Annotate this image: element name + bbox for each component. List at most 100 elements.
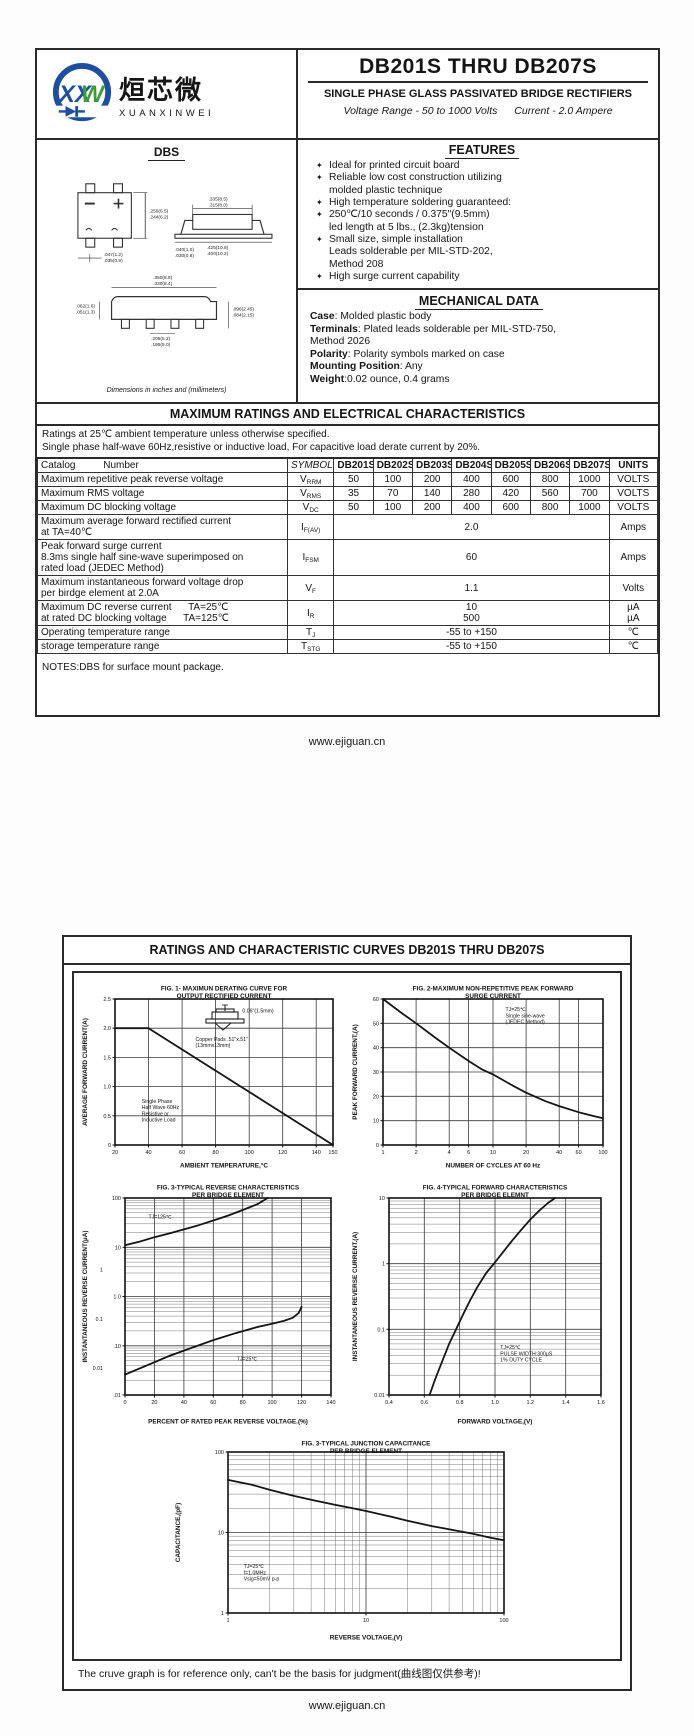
svg-text:NUMBER OF CYCLES AT 60 Hz: NUMBER OF CYCLES AT 60 Hz — [445, 1163, 539, 1170]
logo-letter-w: W — [81, 81, 106, 108]
svg-text:2.5: 2.5 — [104, 997, 112, 1003]
subtitle: SINGLE PHASE GLASS PASSIVATED BRIDGE REC… — [323, 88, 633, 100]
page2-footer-url: www.ejiguan.cn — [308, 1700, 386, 1712]
page-2: RATINGS AND CHARACTERISTIC CURVES DB201S… — [62, 935, 632, 1691]
dim-label: .256(6.5) — [149, 208, 168, 214]
feature-item: ✦ Reliable low cost construction utilizin… — [316, 172, 502, 196]
svg-text:60: 60 — [179, 1150, 185, 1156]
svg-text:1.6: 1.6 — [597, 1400, 605, 1406]
svg-text:TJ=25℃: TJ=25℃ — [500, 1345, 521, 1351]
svg-text:FIG. 4-TYPICAL FORWARD CHARACT: FIG. 4-TYPICAL FORWARD CHARACTERISTICS — [422, 1185, 567, 1192]
svg-text:60: 60 — [373, 997, 379, 1003]
chart-row-1: 20 40 60 80 100 120 140 150 0 0.5 1.0 1.5 2.0 2.5 Sing… — [76, 983, 618, 1176]
dim-label: .030(0.8) — [174, 253, 193, 259]
svg-text:1% DUTY CYCLE: 1% DUTY CYCLE — [500, 1358, 542, 1364]
svg-text:1.5: 1.5 — [104, 1055, 112, 1061]
ratings-summary: Voltage Range - 50 to 1000 Volts Current… — [298, 105, 658, 117]
part-number-title: DB201S THRU DB207S — [359, 55, 597, 78]
dim-label: .051(1.3) — [75, 309, 94, 315]
dim-label: .062(1.6) — [75, 304, 94, 310]
svg-text:80: 80 — [240, 1400, 246, 1406]
device-header: DB207S — [569, 457, 610, 473]
dim-label: .315(8.0) — [208, 203, 227, 209]
svg-text:6: 6 — [467, 1150, 470, 1156]
svg-text:Inductive Load: Inductive Load — [142, 1118, 176, 1124]
svg-text:10: 10 — [218, 1531, 224, 1537]
fig5-capacitance-chart: 1 10 100 1 10 100 TJ=25℃ f=1.0MHz Vsig=50mV p-p F… — [172, 1438, 522, 1648]
device-header: DB202S — [372, 457, 414, 473]
svg-text:4: 4 — [447, 1150, 450, 1156]
dim-label: .084(2.15) — [232, 312, 254, 318]
svg-text:INSTANTANEOUS REVERSE CURRENT(: INSTANTANEOUS REVERSE CURRENT(µA) — [82, 1231, 89, 1363]
mounting-pad-inset-icon — [205, 1004, 245, 1031]
svg-text:PERCENT OF RATED PEAK REVERSE: PERCENT OF RATED PEAK REVERSE VOLTAGE.(%… — [148, 1419, 308, 1426]
svg-text:140: 140 — [327, 1400, 336, 1406]
svg-text:0.1: 0.1 — [96, 1317, 103, 1323]
symbol: IFSM — [287, 539, 335, 576]
header: XX W 烜芯微 XUANXINWEI DB201S THRU DB207S S… — [37, 50, 658, 140]
features-heading: FEATURES — [316, 143, 648, 159]
svg-text:20: 20 — [112, 1150, 118, 1156]
svg-text:TJ=25℃: TJ=25℃ — [244, 1564, 265, 1570]
fig1-chart-svg: 20 40 60 80 100 120 140 150 0 0.5 1.0 1.5 2.0 2.5 Sing… — [82, 986, 338, 1170]
svg-text:Single sine-wave: Single sine-wave — [505, 1013, 544, 1019]
svg-text:PER BRIDGE ELEMENT: PER BRIDGE ELEMENT — [192, 1192, 264, 1199]
bullet-icon: ✦ — [316, 235, 323, 245]
catalog-number-header: Catalog Number — [36, 457, 289, 473]
bullet-icon: ✦ — [316, 161, 323, 170]
svg-text:80: 80 — [213, 1150, 219, 1156]
svg-text:0: 0 — [376, 1143, 379, 1149]
svg-text:10: 10 — [373, 1119, 379, 1125]
svg-text:FIG. 3-TYPICAL REVERSE CHARACT: FIG. 3-TYPICAL REVERSE CHARACTERISTICS — [157, 1185, 300, 1192]
svg-text:1.0: 1.0 — [114, 1295, 122, 1301]
symbol: TSTG — [287, 639, 335, 654]
device-header: DB206S — [529, 457, 571, 473]
fig4-chart-svg: 0.4 0.6 0.8 1.0 1.2 1.4 1.6 10 1 0.1 0.01 TJ=25℃PUL… — [352, 1185, 605, 1426]
device-header: DB205S — [490, 457, 531, 473]
svg-text:0: 0 — [124, 1400, 127, 1406]
svg-text:1: 1 — [381, 1150, 384, 1156]
svg-text:OUTPUT RECTIFIED CURRENT: OUTPUT RECTIFIED CURRENT — [177, 993, 272, 1000]
symbol: TJ — [287, 625, 335, 640]
voltage-range: Voltage Range - 50 to 1000 Volts — [343, 105, 498, 117]
symbol: VDC — [287, 500, 335, 515]
curves-heading: RATINGS AND CHARACTERISTIC CURVES DB201S… — [64, 937, 630, 965]
dim-label: .400(10.2) — [206, 251, 228, 257]
feature-item: ✦ High temperature soldering guaranteed: — [316, 197, 512, 209]
svg-text:INSTANTANEOUS REVERSE CURRENT.: INSTANTANEOUS REVERSE CURRENT.(A) — [352, 1232, 359, 1361]
dimensions-caption: Dimensions in inches and (millimeters) — [106, 387, 227, 394]
svg-text:100: 100 — [268, 1400, 277, 1406]
svg-text:TJ=25℃: TJ=25℃ — [505, 1007, 526, 1013]
mech-line: Case: Molded plastic body — [310, 311, 432, 322]
symbol: VRMS — [287, 486, 335, 501]
svg-text:TJ=25℃: TJ=25℃ — [237, 1357, 258, 1363]
svg-text:REVERSE VOLTAGE,(V): REVERSE VOLTAGE,(V) — [330, 1635, 403, 1642]
table-row: Maximum instantaneous forward voltage dr… — [36, 575, 659, 601]
current-rating: Current - 2.0 Ampere — [514, 105, 613, 117]
svg-text:100: 100 — [245, 1150, 254, 1156]
svg-text:60: 60 — [575, 1150, 581, 1156]
fig2-chart-svg: 1 2 4 6 10 20 40 60 100 0 10 20 30 40 50 60 TJ=25℃Single… — [352, 986, 608, 1170]
svg-text:20: 20 — [523, 1150, 529, 1156]
page-1: XX W 烜芯微 XUANXINWEI DB201S THRU DB207S S… — [35, 48, 660, 717]
bullet-icon: ✦ — [316, 198, 323, 208]
dim-label: .047(1.2) — [103, 252, 122, 258]
logo-block: XX W 烜芯微 XUANXINWEI — [37, 50, 298, 138]
brand-chinese: 烜芯微 — [119, 74, 204, 105]
dim-label: .096(2.45) — [232, 306, 254, 312]
fig1-derating-chart: 20 40 60 80 100 120 140 150 0 0.5 1.0 1.5 2.0 2.5 Sing… — [79, 983, 345, 1176]
svg-text:1: 1 — [100, 1268, 103, 1274]
ratings-table: Catalog Number SYMBOLS DB201S DB202S DB2… — [36, 457, 659, 654]
svg-text:120: 120 — [297, 1400, 306, 1406]
svg-text:100: 100 — [215, 1450, 224, 1456]
dim-label: .035(0.9) — [103, 258, 122, 264]
package-outline-drawing: .256(6.5) .244(6.2) .047(1.2) .035(0.9) … — [75, 183, 272, 348]
svg-text:1.2: 1.2 — [526, 1400, 534, 1406]
dim-label: .335(8.5) — [208, 197, 227, 203]
dim-label: .244(6.2) — [149, 214, 168, 220]
logo-letters-xx: XX — [57, 81, 93, 108]
bullet-icon: ✦ — [316, 272, 323, 282]
svg-text:PEAK FORWARD CURRENT,(A): PEAK FORWARD CURRENT,(A) — [352, 1024, 359, 1119]
dim-label: .330(8.4) — [153, 281, 172, 287]
